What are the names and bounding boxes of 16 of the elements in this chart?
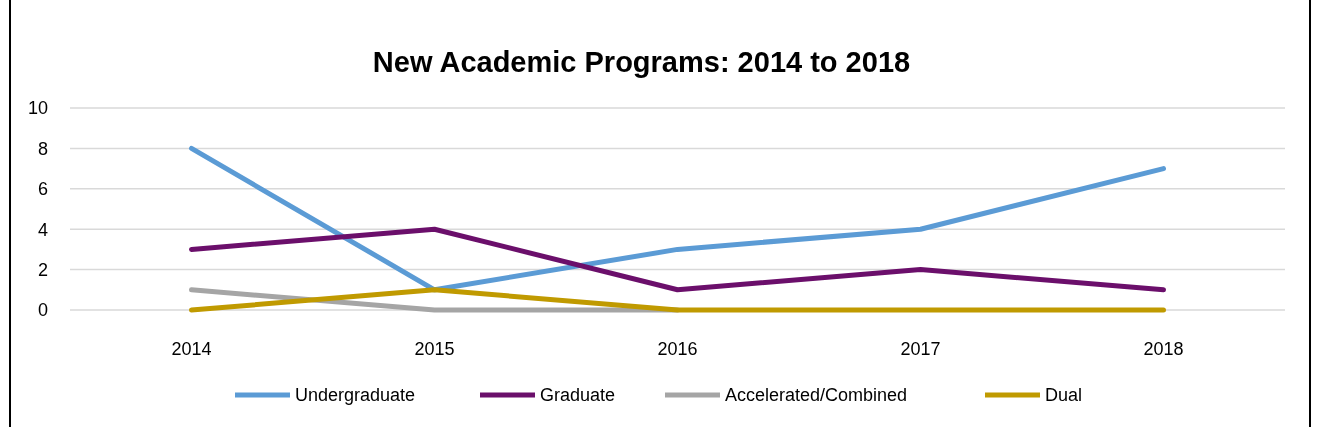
x-tick-label: 2014 — [171, 339, 212, 359]
y-tick-label: 10 — [27, 98, 48, 119]
y-tick-label: 2 — [37, 259, 48, 280]
y-tick-label: 4 — [37, 219, 48, 240]
x-tick-label: 2017 — [900, 339, 941, 359]
x-tick-label: 2016 — [657, 339, 698, 359]
x-tick-label: 2015 — [414, 339, 455, 359]
legend-label: Graduate — [540, 385, 616, 405]
x-tick-label: 2018 — [1143, 339, 1184, 359]
legend-label: Dual — [1045, 385, 1083, 405]
legend-label: Accelerated/Combined — [725, 385, 908, 405]
y-tick-label: 8 — [37, 138, 48, 159]
y-tick-label: 6 — [37, 179, 48, 200]
y-tick-label: 0 — [37, 300, 48, 321]
chart-title: New Academic Programs: 2014 to 2018 — [372, 46, 911, 78]
legend-label: Undergraduate — [295, 385, 416, 405]
